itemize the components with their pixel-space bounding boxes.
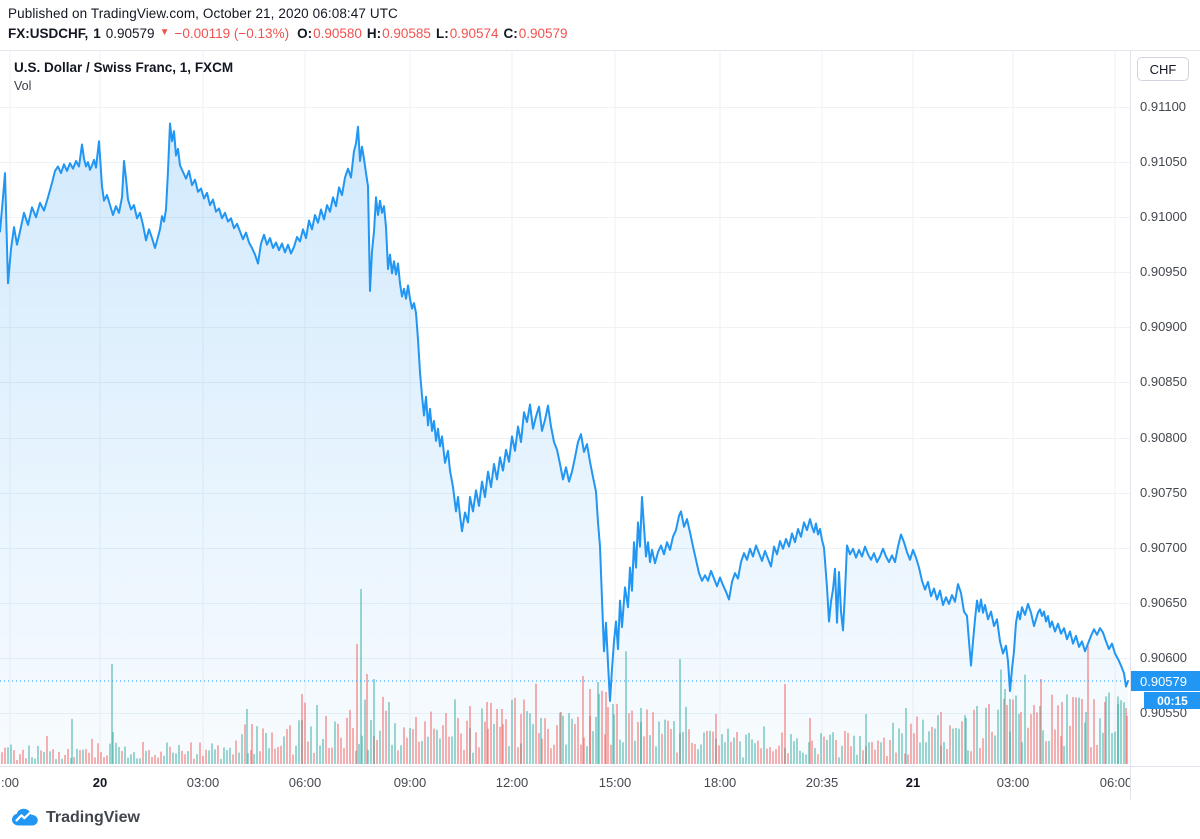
- change-text: −0.00119 (−0.13%): [174, 26, 290, 41]
- time-tick-label: 06:00: [1099, 775, 1130, 790]
- time-tick-label: 20:35: [805, 775, 839, 790]
- snapshot-header: Published on TradingView.com, October 21…: [8, 6, 1198, 41]
- volume-bars: [1, 589, 1128, 764]
- price-tick-label: 0.90950: [1140, 264, 1187, 280]
- footer-bar: TradingView: [0, 800, 1200, 839]
- price-tick-label: 0.90850: [1140, 374, 1187, 390]
- price-tick-label: 0.90900: [1140, 319, 1187, 335]
- last-price-badge: 0.90579: [1131, 671, 1200, 692]
- volume-indicator-label: Vol: [14, 79, 32, 93]
- price-tick-label: 0.90600: [1140, 649, 1187, 665]
- high-label: H:: [366, 26, 382, 41]
- price-tick-label: 0.91000: [1140, 209, 1187, 225]
- price-line: [0, 122, 1129, 702]
- time-tick-label: :00: [0, 775, 20, 790]
- time-axis-divider: [0, 766, 1200, 767]
- time-axis[interactable]: :00 20 03:00 06:00 09:00 12:00 15:00 18:00 20:35…: [0, 766, 1130, 801]
- time-tick-label: 06:00: [288, 775, 322, 790]
- price-tick-label: 0.90750: [1140, 484, 1187, 500]
- price-tick-label: 0.91050: [1140, 154, 1187, 170]
- price-tick-label: 0.90700: [1140, 539, 1187, 555]
- symbol-name: FX:USDCHF,: [8, 26, 89, 41]
- time-tick-label: 15:00: [598, 775, 632, 790]
- price-area-fill: [0, 123, 1128, 764]
- chart-canvas[interactable]: U.S. Dollar / Swiss Franc, 1, FXCM Vol: [0, 51, 1130, 766]
- low-value: 0.90574: [449, 26, 499, 41]
- time-tick-label: 12:00: [495, 775, 529, 790]
- chart-title: U.S. Dollar / Swiss Franc, 1, FXCM: [14, 60, 234, 75]
- close-label: C:: [503, 26, 518, 41]
- time-tick-label: 18:00: [703, 775, 737, 790]
- currency-toggle-button[interactable]: CHF: [1137, 57, 1189, 81]
- time-tick-label: 03:00: [186, 775, 220, 790]
- time-tick-label: 21: [905, 775, 921, 790]
- time-tick-label: 09:00: [393, 775, 427, 790]
- symbol-quote-line: FX:USDCHF, 1 0.90579 ▼ −0.00119 (−0.13%)…: [8, 26, 1198, 41]
- time-tick-label: 03:00: [996, 775, 1030, 790]
- price-tick-label: 0.91100: [1140, 99, 1187, 114]
- price-axis[interactable]: CHF 0.91100 0.91050 0.91000 0.90950 0.90900 0…: [1130, 51, 1200, 801]
- published-line: Published on TradingView.com, October 21…: [8, 6, 398, 21]
- time-tick-label: 20: [92, 775, 108, 790]
- high-value: 0.90585: [382, 26, 431, 41]
- tradingview-logo[interactable]: TradingView: [10, 807, 140, 829]
- tradingview-brand-text: TradingView: [46, 809, 140, 826]
- chart-frame: U.S. Dollar / Swiss Franc, 1, FXCM Vol C…: [0, 50, 1200, 802]
- chart-legend: U.S. Dollar / Swiss Franc, 1, FXCM Vol: [14, 60, 233, 93]
- down-arrow-icon: ▼: [159, 27, 170, 38]
- price-tick-label: 0.90800: [1140, 429, 1187, 445]
- low-label: L:: [435, 26, 449, 41]
- price-plot-svg: [0, 51, 1130, 766]
- interval-label: 1: [93, 26, 101, 41]
- price-tick-label: 0.90650: [1140, 594, 1187, 610]
- tradingview-cloud-icon: [12, 808, 38, 826]
- open-value: 0.90580: [313, 26, 362, 41]
- open-label: O:: [297, 26, 313, 41]
- last-price-text: 0.90579: [105, 26, 155, 41]
- close-value: 0.90579: [518, 26, 568, 41]
- bar-countdown-badge: 00:15: [1144, 692, 1200, 710]
